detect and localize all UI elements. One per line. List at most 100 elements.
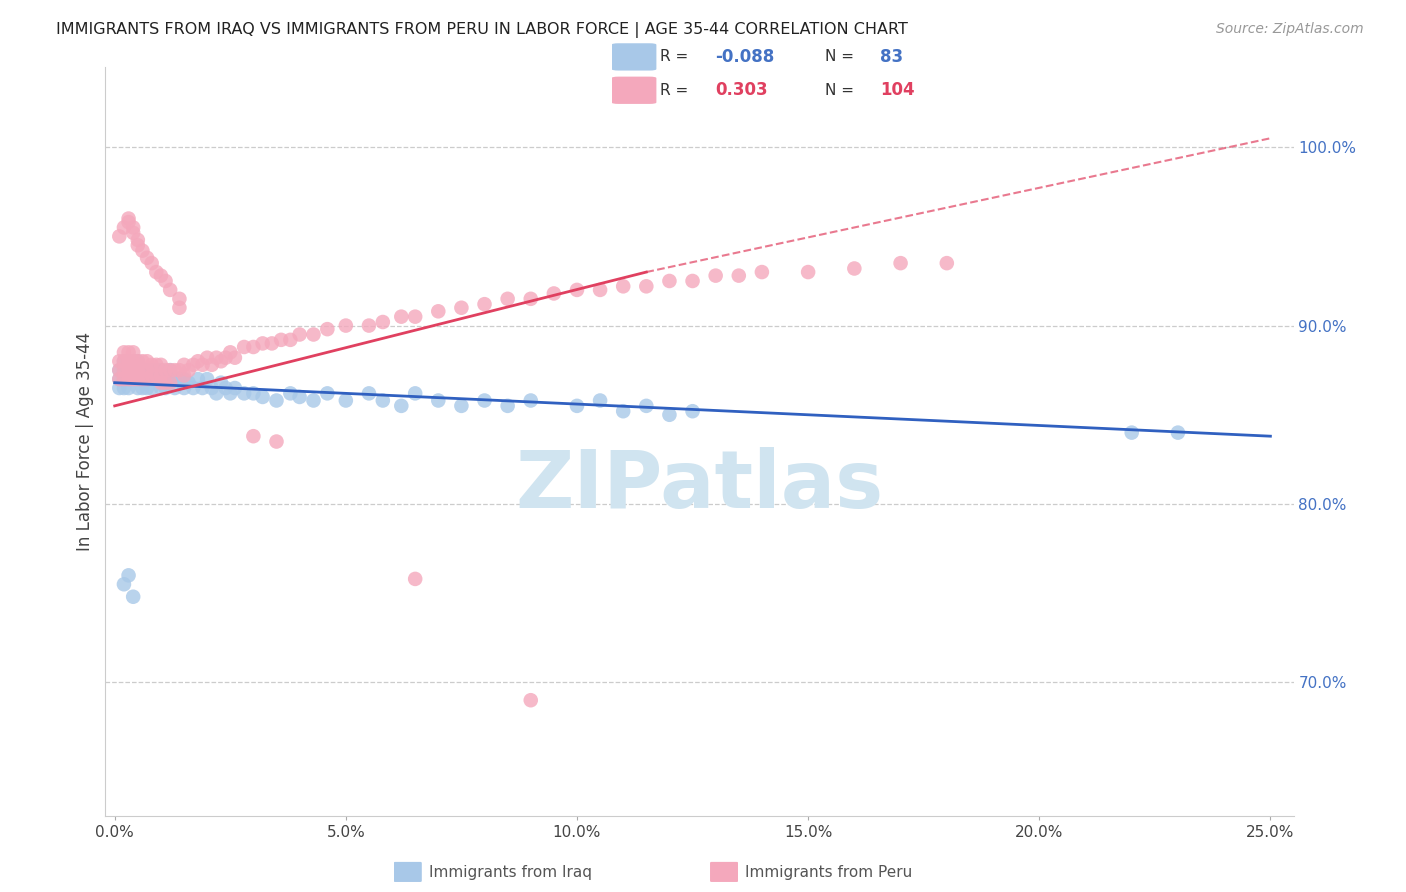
Point	[496, 292, 519, 306]
Point	[173, 372, 195, 386]
Point	[357, 318, 380, 333]
Point	[117, 568, 139, 582]
Point	[136, 354, 159, 368]
Point	[404, 310, 426, 324]
Point	[233, 386, 256, 401]
Point	[288, 390, 311, 404]
Point	[159, 363, 181, 377]
Point	[658, 408, 681, 422]
Text: 0.303: 0.303	[716, 81, 768, 99]
Point	[145, 368, 167, 383]
Point	[117, 363, 139, 377]
Point	[117, 211, 139, 226]
Point	[127, 354, 149, 368]
Text: 104: 104	[880, 81, 915, 99]
Point	[844, 261, 866, 276]
Point	[131, 363, 153, 377]
Text: Immigrants from Iraq: Immigrants from Iraq	[429, 865, 592, 880]
Point	[117, 381, 139, 395]
Point	[159, 283, 181, 297]
Point	[636, 399, 658, 413]
Point	[195, 351, 218, 365]
Point	[141, 381, 163, 395]
Point	[145, 372, 167, 386]
Point	[682, 404, 704, 418]
Point	[209, 354, 232, 368]
Point	[136, 372, 159, 386]
Point	[519, 393, 541, 408]
Point	[141, 368, 163, 383]
Point	[181, 381, 204, 395]
Point	[149, 358, 172, 372]
Point	[122, 345, 145, 359]
Point	[224, 351, 246, 365]
Point	[233, 340, 256, 354]
Text: Source: ZipAtlas.com: Source: ZipAtlas.com	[1216, 22, 1364, 37]
Point	[117, 372, 139, 386]
Point	[131, 363, 153, 377]
Point	[389, 399, 412, 413]
Point	[112, 372, 135, 386]
Point	[565, 283, 588, 297]
Point	[112, 220, 135, 235]
Point	[108, 363, 131, 377]
Point	[112, 345, 135, 359]
Point	[195, 372, 218, 386]
Point	[155, 372, 177, 386]
Point	[145, 358, 167, 372]
FancyBboxPatch shape	[710, 862, 738, 882]
Point	[191, 358, 214, 372]
Point	[112, 363, 135, 377]
Point	[127, 372, 149, 386]
Point	[302, 393, 325, 408]
Point	[169, 292, 191, 306]
Point	[108, 372, 131, 386]
Point	[589, 283, 612, 297]
Point	[117, 354, 139, 368]
Point	[474, 393, 496, 408]
Point	[122, 363, 145, 377]
Point	[288, 327, 311, 342]
Y-axis label: In Labor Force | Age 35-44: In Labor Force | Age 35-44	[76, 332, 94, 551]
Point	[122, 590, 145, 604]
Point	[136, 363, 159, 377]
Point	[214, 381, 236, 395]
Point	[155, 376, 177, 390]
Point	[122, 372, 145, 386]
Point	[612, 279, 634, 293]
Point	[108, 229, 131, 244]
Point	[155, 363, 177, 377]
Point	[727, 268, 749, 283]
Point	[252, 390, 274, 404]
Point	[335, 318, 357, 333]
Point	[149, 368, 172, 383]
Point	[173, 381, 195, 395]
FancyBboxPatch shape	[612, 44, 657, 70]
Point	[108, 354, 131, 368]
Point	[141, 363, 163, 377]
Point	[169, 363, 191, 377]
Point	[191, 381, 214, 395]
Point	[169, 301, 191, 315]
Point	[112, 354, 135, 368]
Point	[127, 354, 149, 368]
Point	[141, 372, 163, 386]
Point	[357, 386, 380, 401]
Point	[201, 381, 224, 395]
Point	[612, 404, 634, 418]
Point	[149, 381, 172, 395]
Point	[159, 363, 181, 377]
Point	[127, 233, 149, 247]
Text: ZIPatlas: ZIPatlas	[516, 448, 883, 525]
Point	[682, 274, 704, 288]
Point	[636, 279, 658, 293]
Point	[112, 381, 135, 395]
Point	[187, 372, 209, 386]
Text: IMMIGRANTS FROM IRAQ VS IMMIGRANTS FROM PERU IN LABOR FORCE | AGE 35-44 CORRELAT: IMMIGRANTS FROM IRAQ VS IMMIGRANTS FROM …	[56, 22, 908, 38]
Point	[260, 336, 283, 351]
Point	[519, 292, 541, 306]
Point	[122, 226, 145, 240]
Point	[163, 381, 186, 395]
Point	[127, 363, 149, 377]
Point	[209, 376, 232, 390]
